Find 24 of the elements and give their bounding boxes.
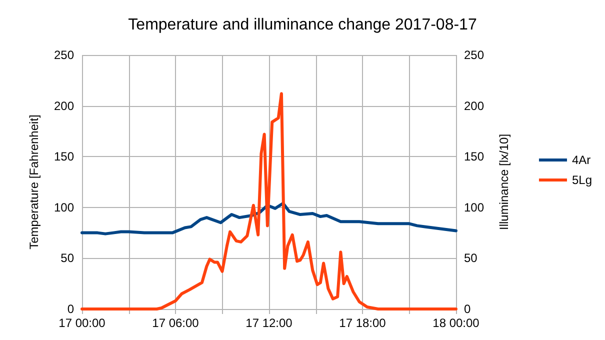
y2-tick-label: 150 — [464, 150, 484, 164]
y2-tick-label: 0 — [464, 302, 471, 316]
y2-tick-label: 250 — [464, 48, 484, 62]
line-series — [80, 92, 458, 310]
y2-axis-title: Illuminance [lx/10] — [497, 134, 511, 230]
legend-label: 4Ar — [572, 153, 591, 167]
y-tick-label: 250 — [54, 48, 74, 62]
x-tick-label: 17 00:00 — [58, 316, 106, 330]
y2-tick-label: 200 — [464, 98, 484, 113]
x-tick-label: 17 12:00 — [246, 316, 293, 330]
y-tick-label: 100 — [54, 200, 74, 214]
y-tick-label: 150 — [54, 150, 74, 164]
x-tick-label: 18 00:00 — [432, 316, 480, 330]
legend-label: 5Lg — [572, 173, 592, 187]
y-tick-label: 0 — [67, 302, 74, 316]
y-tick-label: 50 — [60, 251, 74, 266]
x-tick-label: 17 06:00 — [152, 316, 200, 330]
y2-tick-label: 100 — [464, 200, 484, 214]
x-tick-label: 17 18:00 — [339, 316, 386, 330]
y-axis-title: Temperature [Fahrenheit] — [27, 114, 41, 250]
line-series — [80, 202, 458, 236]
y-tick-label: 200 — [54, 98, 74, 113]
chart-title: Temperature and illuminance change 2017-08-17 — [128, 16, 477, 34]
y2-tick-label: 50 — [464, 251, 478, 266]
